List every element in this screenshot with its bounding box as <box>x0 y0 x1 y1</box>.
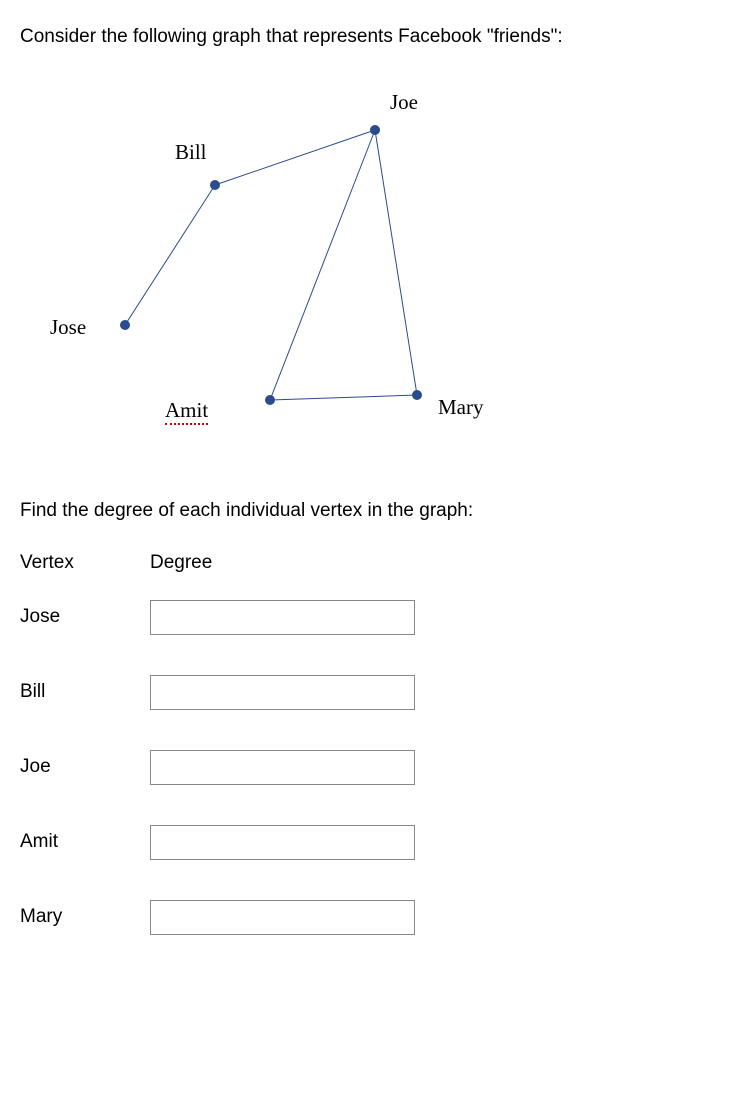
row-label-joe: Joe <box>20 756 150 778</box>
row-amit: Amit <box>20 825 716 860</box>
degree-input-amit[interactable] <box>150 825 415 860</box>
row-mary: Mary <box>20 900 716 935</box>
degree-input-jose[interactable] <box>150 600 415 635</box>
degree-input-bill[interactable] <box>150 675 415 710</box>
intro-text: Consider the following graph that repres… <box>20 24 716 50</box>
vertex-label-mary: Mary <box>438 395 484 420</box>
row-bill: Bill <box>20 675 716 710</box>
graph-svg <box>20 80 580 460</box>
degree-input-mary[interactable] <box>150 900 415 935</box>
header-vertex: Vertex <box>20 552 150 574</box>
vertex-label-joe: Joe <box>390 90 418 115</box>
row-label-jose: Jose <box>20 606 150 628</box>
row-label-mary: Mary <box>20 906 150 928</box>
vertex-label-bill: Bill <box>175 140 207 165</box>
row-jose: Jose <box>20 600 716 635</box>
table-header: Vertex Degree <box>20 552 716 574</box>
friends-graph: Jose Bill Joe Amit Mary <box>20 80 580 460</box>
row-label-bill: Bill <box>20 681 150 703</box>
row-label-amit: Amit <box>20 831 150 853</box>
degree-input-joe[interactable] <box>150 750 415 785</box>
question-text: Find the degree of each individual verte… <box>20 500 716 522</box>
vertex-label-jose: Jose <box>50 315 86 340</box>
header-degree: Degree <box>150 552 212 574</box>
vertex-label-amit: Amit <box>165 398 208 425</box>
row-joe: Joe <box>20 750 716 785</box>
